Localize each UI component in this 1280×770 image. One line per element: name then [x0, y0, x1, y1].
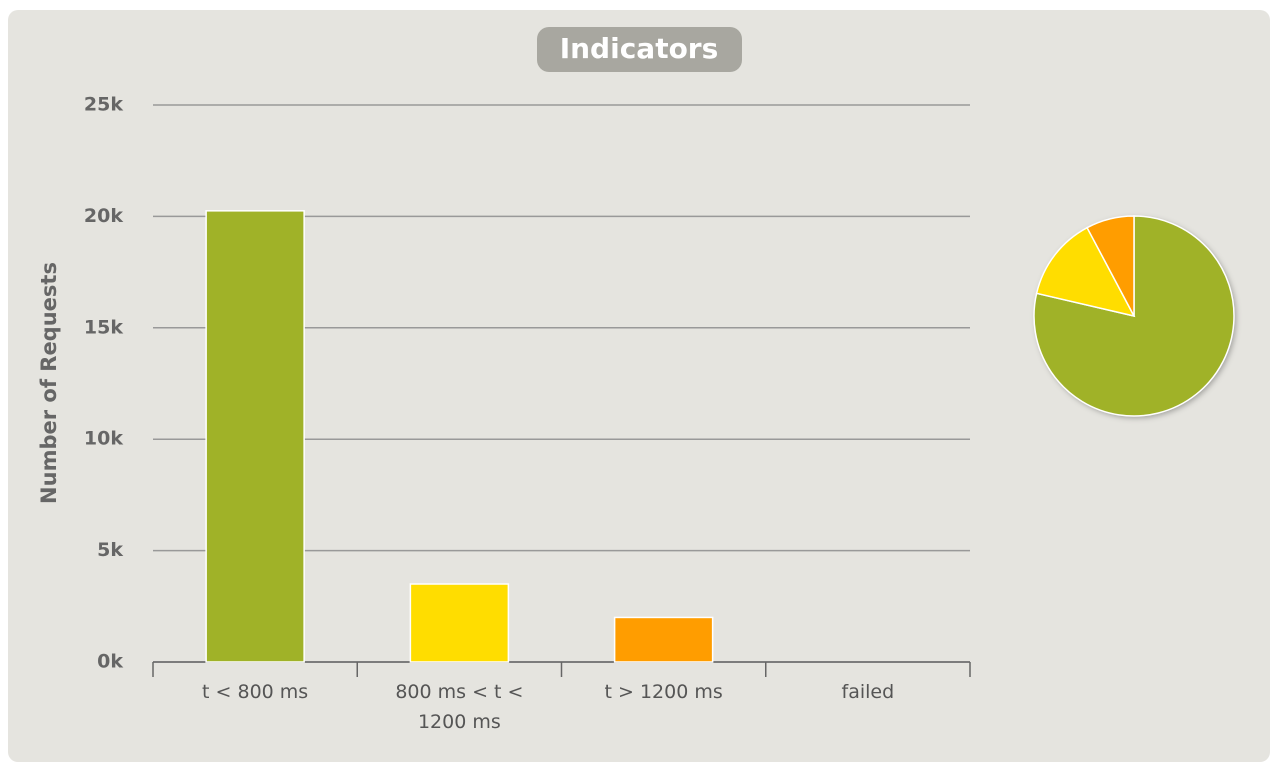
bar — [613, 616, 714, 663]
chart-title: Indicators — [560, 32, 719, 65]
y-axis-label: Number of Requests — [37, 262, 61, 504]
y-tick-label: 15k — [84, 316, 123, 338]
y-tick-label: 10k — [84, 428, 123, 450]
x-tick-label: failed — [841, 681, 895, 703]
title-pill — [537, 27, 742, 72]
y-tick-label: 20k — [84, 205, 123, 227]
pie-slice — [1086, 215, 1135, 317]
pie-slice — [1035, 226, 1136, 318]
bar — [205, 210, 305, 663]
x-tick-label: t < 800 ms — [202, 681, 309, 703]
x-tick-label: 800 ms < t < 1200 ms — [395, 681, 524, 733]
y-tick-label: 25k — [84, 94, 123, 116]
y-tick-label: 0k — [97, 651, 123, 673]
x-tick-label: t > 1200 ms — [604, 681, 723, 703]
bar — [409, 583, 510, 663]
y-tick-label: 5k — [97, 539, 123, 561]
